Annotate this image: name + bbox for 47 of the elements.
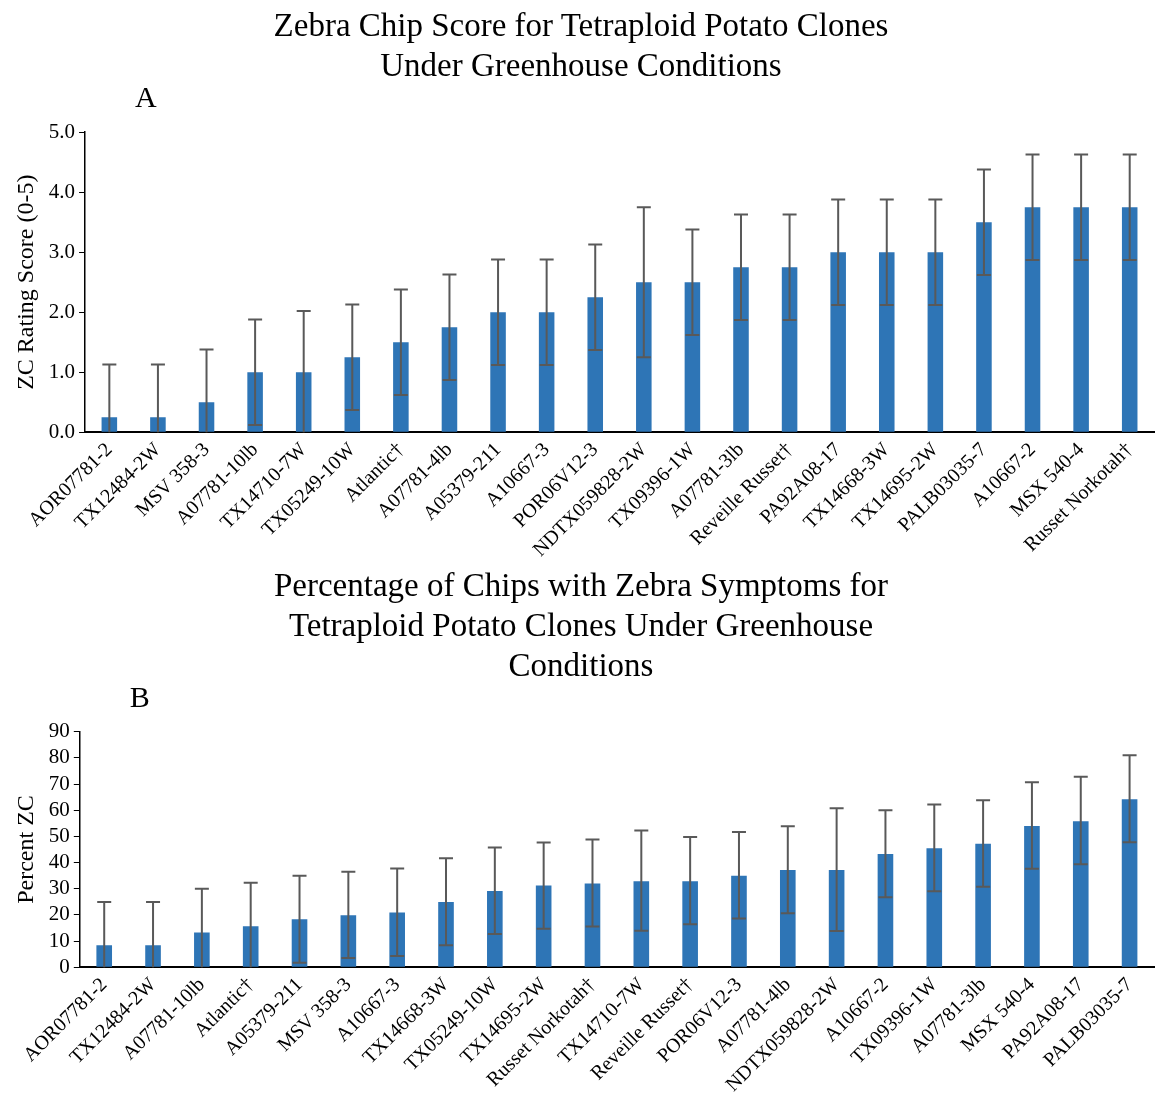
chart-title: Percentage of Chips with Zebra Symptoms for Tetraploid Potato Clones Under Greenhouse Conditions [273,567,889,683]
text: A [135,80,158,114]
y-tick-label: 0 [59,953,70,978]
bar [636,282,652,432]
bar [830,252,846,432]
text: B [129,679,150,713]
y-axis-title: Percent ZC [11,795,38,904]
y-tick-label: 50 [48,822,70,847]
bar [1121,799,1138,967]
bar [1073,207,1089,432]
bar [393,342,409,432]
y-tick-label: 2.0 [48,298,76,323]
y-tick-label: 5.0 [48,118,76,143]
bar [878,252,895,432]
bar [975,843,991,967]
y-tick-label: 0.0 [48,418,76,443]
bar [781,267,798,432]
bar [1024,207,1041,432]
bar [926,848,943,967]
y-tick-label: 4.0 [48,178,76,203]
bar [733,267,749,432]
y-tick-label: 70 [48,770,70,795]
y-tick-label: 80 [48,744,70,769]
y-tick-label: 40 [48,849,70,874]
bar [779,869,796,967]
y-tick-label: 10 [48,927,70,952]
bar [587,297,604,432]
y-tick-label: 20 [48,901,70,926]
y-tick-label: 30 [48,875,70,900]
bar [682,881,698,967]
bar [684,282,701,432]
bar [1072,821,1089,967]
bar [1024,825,1040,967]
bar [976,222,992,432]
chart-title: Zebra Chip Score for Tetraploid Potato Clones Under Greenhouse Conditions [273,7,889,84]
y-tick-label: 90 [48,718,70,743]
y-tick-label: 3.0 [48,238,76,263]
bar [487,891,503,967]
y-axis-title: ZC Rating Score (0-5) [11,174,38,390]
bar [927,252,944,432]
bar [1121,207,1138,432]
y-tick-label: 1.0 [48,358,76,383]
bar [490,312,506,432]
bar [538,312,555,432]
y-tick-label: 60 [48,796,70,821]
bar [731,875,747,967]
bar [877,853,894,967]
